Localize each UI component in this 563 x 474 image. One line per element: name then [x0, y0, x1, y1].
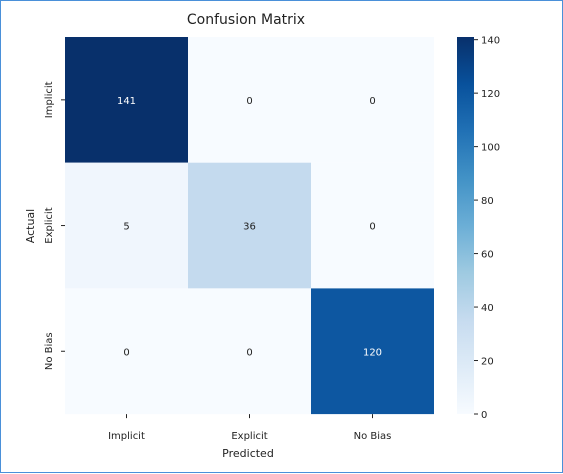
heatmap-cell: [311, 37, 434, 163]
colorbar-tick-label: 100: [481, 143, 500, 154]
cell-value-label: 0: [123, 347, 129, 358]
colorbar-tick-label: 40: [481, 303, 494, 314]
x-tick-label: Explicit: [231, 431, 267, 442]
x-tick-label: No Bias: [354, 431, 392, 442]
colorbar-tick-label: 120: [481, 89, 500, 100]
colorbar-tick-label: 0: [481, 410, 487, 421]
colorbar-tick-label: 60: [481, 250, 494, 261]
colorbar: [457, 37, 474, 414]
heatmap-cell: [188, 162, 311, 289]
y-tick-label: Implicit: [44, 81, 55, 118]
x-axis-label: Predicted: [222, 447, 274, 460]
cell-value-label: 0: [246, 96, 252, 107]
chart-title: Confusion Matrix: [187, 12, 305, 28]
heatmap-cell: [188, 288, 311, 415]
heatmap-cell: [65, 37, 188, 163]
cell-value-label: 141: [117, 96, 136, 107]
colorbar-tick-label: 20: [481, 357, 494, 368]
cell-value-label: 5: [123, 222, 129, 233]
colorbar-tick-label: 80: [481, 196, 494, 207]
colorbar-tick-label: 140: [481, 36, 500, 47]
cell-value-label: 36: [243, 222, 256, 233]
heatmap-cell: [188, 37, 311, 163]
y-tick-labels: Implicit Explicit No Bias: [44, 81, 65, 370]
y-tick-label: Explicit: [44, 207, 55, 243]
cell-value-label: 0: [369, 222, 375, 233]
y-tick-label: No Bias: [44, 332, 55, 370]
x-tick-label: Implicit: [108, 431, 145, 442]
heatmap-cell: [311, 288, 434, 415]
cell-value-label: 120: [363, 347, 382, 358]
heatmap-cell: [65, 288, 188, 415]
x-tick-labels: Implicit Explicit No Bias: [108, 414, 391, 442]
heatmap-cell: [311, 162, 434, 289]
heatmap-cell: [65, 162, 188, 289]
heatmap-cells: 141 0 0 5 36 0 0 0 120: [65, 37, 434, 415]
cell-value-label: 0: [369, 96, 375, 107]
cell-value-label: 0: [246, 347, 252, 358]
colorbar-ticks: 0 20 40 60 80 100 120 140: [474, 36, 500, 421]
y-axis-label: Actual: [24, 209, 37, 243]
